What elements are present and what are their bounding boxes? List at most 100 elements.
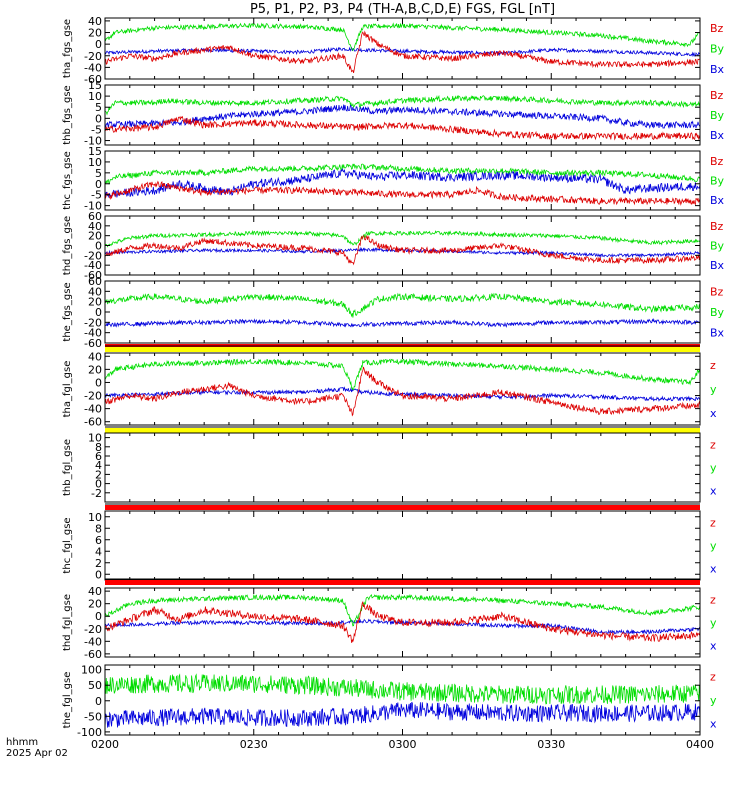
- legend-y: y: [710, 694, 717, 707]
- series-line-Bz: [105, 180, 700, 206]
- status-bar-red: [105, 580, 700, 585]
- y-tick-label: 20: [88, 230, 102, 243]
- panel-frame: [104, 215, 701, 276]
- series-line-By: [105, 22, 700, 52]
- y-axis-label: thd_fgs_gse: [62, 216, 73, 275]
- y-tick-label: -60: [84, 269, 102, 282]
- y-tick-label: 0: [95, 695, 102, 708]
- series-line-y: [105, 673, 700, 705]
- y-tick-label: 15: [88, 79, 102, 92]
- y-axis-label: thb_fgs_gse: [62, 85, 73, 144]
- legend-y: y: [710, 462, 717, 475]
- legend-Bz: Bz: [710, 220, 724, 233]
- y-axis-label: thc_fgs_gse: [62, 151, 73, 210]
- x-tick-label: 0300: [389, 738, 417, 751]
- y-tick-label: -2: [91, 487, 102, 500]
- series-line-Bx: [105, 318, 700, 328]
- series-line-Bx: [105, 46, 700, 58]
- legend-x: x: [710, 407, 717, 420]
- y-tick-label: -40: [84, 327, 102, 340]
- panel-frame: [104, 510, 701, 581]
- y-tick-label: 2: [95, 468, 102, 481]
- panel-frame: [104, 280, 701, 344]
- series-line-By: [105, 94, 700, 116]
- y-tick-label: 4: [95, 459, 102, 472]
- y-tick-label: 5: [95, 167, 102, 180]
- y-tick-label: -20: [84, 249, 102, 262]
- y-tick-label: -60: [84, 648, 102, 661]
- y-tick-label: 6: [95, 450, 102, 463]
- y-tick-label: 8: [95, 522, 102, 535]
- y-tick-label: -100: [77, 726, 102, 739]
- y-tick-label: 40: [88, 220, 102, 233]
- y-axis-label: tha_fgl_gse: [62, 361, 73, 418]
- series-line-y: [105, 593, 700, 627]
- y-tick-label: 0: [95, 568, 102, 581]
- legend-y: y: [710, 540, 717, 553]
- y-tick-label: 20: [88, 598, 102, 611]
- legend-y: y: [710, 617, 717, 630]
- y-tick-label: 20: [88, 363, 102, 376]
- series-line-x: [105, 701, 700, 729]
- y-tick-label: 40: [88, 350, 102, 363]
- legend-z: z: [710, 517, 716, 530]
- y-tick-label: 60: [88, 275, 102, 288]
- legend-Bx: Bx: [710, 129, 725, 142]
- legend-By: By: [710, 109, 725, 122]
- y-tick-label: 10: [88, 432, 102, 445]
- legend-x: x: [710, 485, 717, 498]
- panel-frame: [104, 84, 701, 146]
- y-tick-label: 60: [88, 210, 102, 223]
- legend-x: x: [710, 640, 717, 653]
- status-bar-red: [105, 505, 700, 510]
- series-line-Bz: [105, 234, 700, 266]
- y-tick-label: -20: [84, 316, 102, 329]
- series-line-Bz: [105, 115, 700, 141]
- y-tick-label: 0: [95, 478, 102, 491]
- y-axis-label: tha_fgs_gse: [62, 19, 73, 78]
- y-tick-label: 0: [95, 112, 102, 125]
- y-tick-label: -40: [84, 259, 102, 272]
- legend-z: z: [710, 594, 716, 607]
- panel-frame: [104, 432, 701, 503]
- y-tick-label: -10: [84, 135, 102, 148]
- legend-Bz: Bz: [710, 285, 724, 298]
- y-tick-label: -10: [84, 200, 102, 213]
- y-axis-label: the_fgs_gse: [62, 282, 73, 341]
- y-tick-label: 40: [88, 285, 102, 298]
- y-tick-label: 6: [95, 534, 102, 547]
- series-line-Bx: [105, 103, 700, 130]
- y-tick-label: -40: [84, 635, 102, 648]
- legend-z: z: [710, 439, 716, 452]
- status-bar-yellow: [105, 428, 700, 433]
- x-tick-label: 0330: [537, 738, 565, 751]
- chart-title: P5, P1, P2, P3, P4 (TH-A,B,C,D,E) FGS, F…: [249, 2, 556, 17]
- y-tick-label: 0: [95, 610, 102, 623]
- y-axis-label: thc_fgl_gse: [62, 517, 73, 573]
- legend-Bx: Bx: [710, 194, 725, 207]
- y-tick-label: 0: [95, 178, 102, 191]
- y-tick-label: -20: [84, 50, 102, 63]
- y-tick-label: 0: [95, 376, 102, 389]
- x-axis-label: hhmm: [6, 737, 39, 748]
- legend-y: y: [710, 383, 717, 396]
- legend-By: By: [710, 175, 725, 188]
- y-axis-label: thd_fgl_gse: [62, 594, 73, 651]
- legend-Bz: Bz: [710, 89, 724, 102]
- legend-x: x: [710, 717, 717, 730]
- y-tick-label: 5: [95, 101, 102, 114]
- y-tick-label: 40: [88, 585, 102, 598]
- y-tick-label: 0: [95, 240, 102, 253]
- panel-frame: [104, 150, 701, 211]
- y-tick-label: 15: [88, 145, 102, 158]
- legend-x: x: [710, 563, 717, 576]
- y-tick-label: -60: [84, 73, 102, 86]
- y-tick-label: 20: [88, 27, 102, 40]
